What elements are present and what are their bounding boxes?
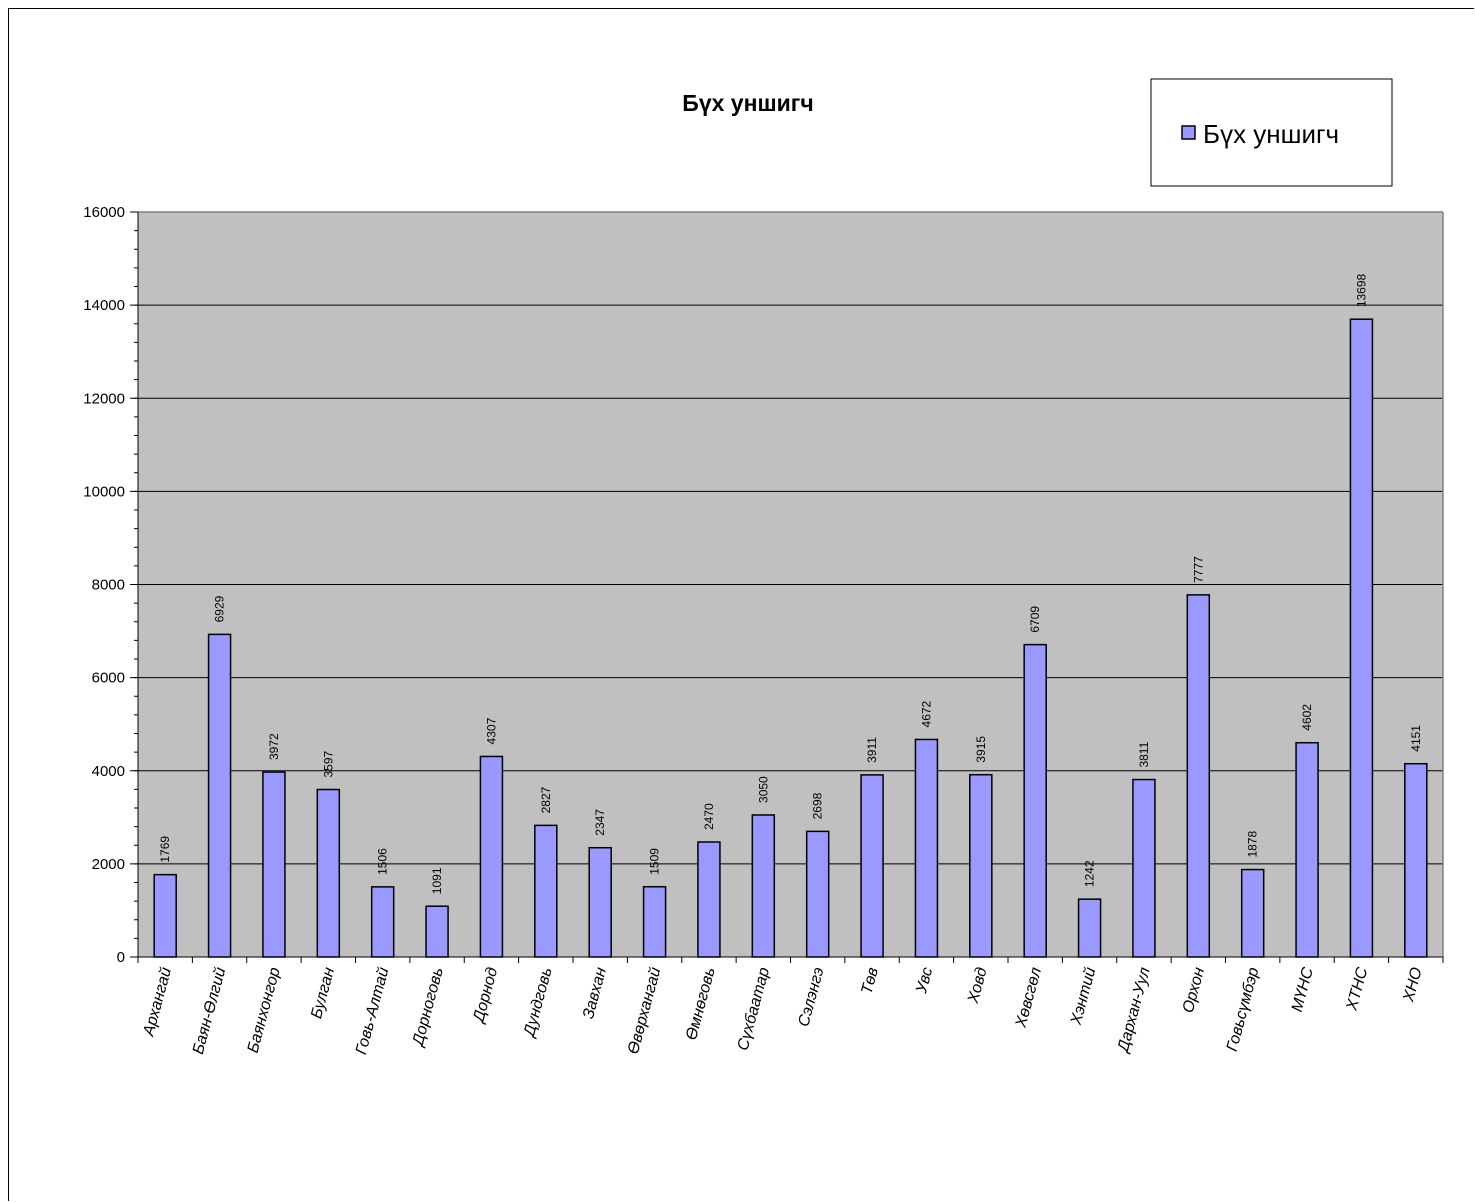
chart-area: Бүх уншигч Бүх уншигч 0 2000 4000 6000 8000 100… <box>8 8 1474 1201</box>
bar <box>534 824 558 958</box>
bar <box>207 633 232 958</box>
y-tick-label: 2000 <box>92 856 125 873</box>
data-label: 7777 <box>1191 556 1205 583</box>
bar <box>860 774 884 958</box>
chart-svg: Бүх уншигч Бүх уншигч 0 2000 4000 6000 8000 100… <box>83 78 1444 1057</box>
category-label: Өмнөговь <box>683 966 719 1042</box>
bar <box>262 771 286 958</box>
category-label: Дорноговь <box>409 966 447 1050</box>
bar <box>1240 868 1265 958</box>
y-tick-label: 8000 <box>92 577 125 594</box>
bar <box>914 738 939 958</box>
data-label: 4602 <box>1300 704 1314 731</box>
category-label: Говьсүмбэр <box>1224 966 1263 1054</box>
legend-swatch <box>1181 125 1196 140</box>
category-label: Говь-Алтай <box>353 966 393 1057</box>
bar <box>316 788 341 958</box>
bar <box>969 773 993 958</box>
bar <box>370 886 395 958</box>
category-label: Дорнод <box>470 965 501 1025</box>
bar <box>425 905 449 958</box>
category-label: Ховд <box>965 965 991 1005</box>
bar <box>642 885 667 958</box>
category-label: Орхон <box>1180 965 1208 1014</box>
category-label: Өвөрхангай <box>625 966 665 1057</box>
y-tick-label: 6000 <box>92 670 125 687</box>
category-label: Баянхонгор <box>245 966 284 1055</box>
data-label: 4672 <box>919 700 933 727</box>
bar <box>1295 741 1319 958</box>
category-label: Булган <box>308 965 338 1020</box>
category-label: Хэнтий <box>1068 966 1100 1028</box>
data-label: 6709 <box>1028 606 1042 633</box>
bar <box>805 830 830 958</box>
chart-title: Бүх уншигч <box>682 90 813 116</box>
data-label: 1878 <box>1246 831 1260 858</box>
category-label: Сүхбаатар <box>735 966 774 1053</box>
data-label: 2470 <box>702 803 716 830</box>
data-label: 2347 <box>593 809 607 836</box>
category-label: Увс <box>913 966 936 996</box>
legend: Бүх уншигч <box>1150 78 1393 187</box>
bar <box>588 846 612 958</box>
data-label: 3811 <box>1137 741 1151 767</box>
bar <box>1077 898 1102 958</box>
category-label: Дундговь <box>520 966 555 1040</box>
data-label: 4307 <box>484 717 498 744</box>
y-tick-label: 12000 <box>83 390 125 407</box>
category-label: Дархан-Уул <box>1114 966 1153 1056</box>
bar <box>1349 318 1374 958</box>
legend-label: Бүх уншигч <box>1203 119 1339 149</box>
category-label: Баян-Өлгий <box>190 966 230 1057</box>
bar <box>479 755 504 958</box>
category-label: Завхан <box>580 965 610 1020</box>
data-label: 3911 <box>865 737 879 763</box>
bar <box>153 873 177 958</box>
category-label: Архангай <box>140 966 175 1039</box>
data-label: 4151 <box>1409 725 1423 752</box>
data-label: 3050 <box>756 776 770 803</box>
data-label: 3915 <box>974 736 988 763</box>
data-label: 6929 <box>213 595 227 622</box>
category-label: Хөвсгөл <box>1012 966 1045 1031</box>
data-label: 1091 <box>430 867 444 894</box>
data-label: 1509 <box>648 848 662 875</box>
category-label: ХНО <box>1400 966 1426 1005</box>
category-label: ХТНС <box>1343 965 1371 1013</box>
bar <box>1404 762 1428 958</box>
bar <box>1132 778 1156 958</box>
bar <box>697 841 721 958</box>
y-tick-label: 4000 <box>92 763 125 780</box>
bar <box>1186 594 1211 958</box>
bar <box>751 814 776 958</box>
data-label: 3972 <box>267 733 281 760</box>
bar <box>1023 643 1047 958</box>
data-label: 3597 <box>321 750 335 777</box>
category-label: Төв <box>859 966 882 997</box>
y-tick-label: 10000 <box>83 483 125 500</box>
y-tick-label: 0 <box>117 949 125 966</box>
data-label: 1242 <box>1083 860 1097 887</box>
y-tick-label: 14000 <box>83 297 125 314</box>
y-tick-label: 16000 <box>83 204 125 221</box>
data-label: 2827 <box>539 786 553 813</box>
data-label: 2698 <box>811 792 825 819</box>
category-label: Сэлэнгэ <box>795 966 827 1029</box>
category-label: МҮНС <box>1289 965 1317 1014</box>
data-label: 1506 <box>376 848 390 875</box>
data-label: 13698 <box>1354 273 1368 307</box>
data-label: 1769 <box>158 836 172 863</box>
